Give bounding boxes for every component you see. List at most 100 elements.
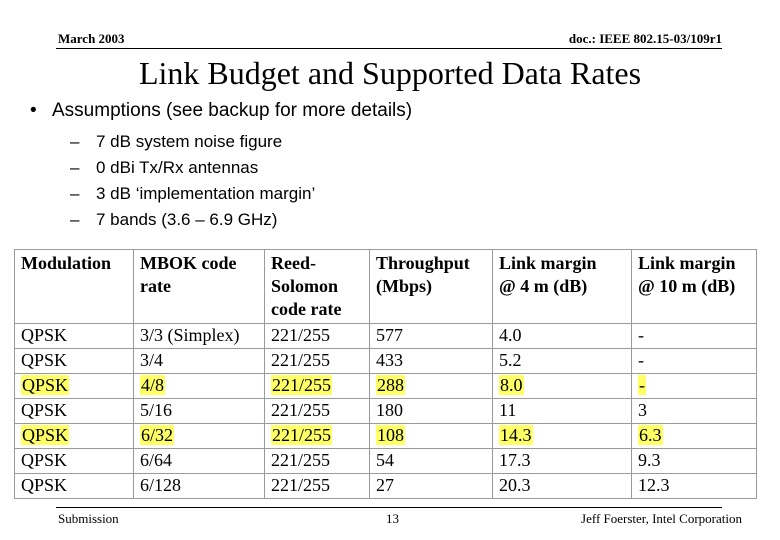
table-cell-value: 221/255	[271, 325, 331, 345]
table-cell: 221/255	[264, 323, 370, 349]
table-row: QPSK 6/64 221/255 54 17.3 9.3	[14, 448, 757, 474]
column-header: MBOK code rate	[133, 249, 265, 324]
table-cell-value: 6/64	[140, 450, 173, 470]
table-cell: 221/255	[264, 423, 370, 449]
table-cell-value: 6/128	[140, 475, 182, 495]
table-row: QPSK 6/32 221/255 108 14.3 6.3	[14, 423, 757, 449]
dash-icon: –	[70, 184, 80, 203]
column-header: Throughput (Mbps)	[369, 249, 493, 324]
list-item: –7 bands (3.6 – 6.9 GHz)	[70, 207, 315, 233]
assumptions-list: –7 dB system noise figure –0 dBi Tx/Rx a…	[70, 129, 315, 233]
table-cell: 17.3	[492, 448, 632, 474]
table-cell-value: QPSK	[21, 375, 70, 395]
column-header-line: @ 10 m (dB)	[638, 276, 736, 296]
table-cell: 6/32	[133, 423, 265, 449]
table-cell: 433	[369, 348, 493, 374]
table-cell: QPSK	[14, 448, 134, 474]
dash-icon: –	[70, 210, 80, 229]
assumptions-bullet: • Assumptions (see backup for more detail…	[30, 100, 412, 122]
table-cell: 3	[631, 398, 757, 424]
table-cell-value: QPSK	[21, 400, 68, 420]
table-cell: 54	[369, 448, 493, 474]
table-cell: 108	[369, 423, 493, 449]
footer-author: Jeff Foerster, Intel Corporation	[581, 511, 742, 526]
column-header-line: Solomon	[271, 276, 339, 296]
table-cell-value: -	[638, 325, 644, 345]
list-item-text: 0 dBi Tx/Rx antennas	[96, 158, 259, 177]
list-item-text: 7 bands (3.6 – 6.9 GHz)	[96, 210, 278, 229]
column-header-line: Link margin	[499, 253, 597, 273]
list-item-text: 3 dB ‘implementation margin’	[96, 184, 316, 203]
table-cell-value: 27	[376, 475, 394, 495]
table-cell: QPSK	[14, 473, 134, 499]
table-cell: 11	[492, 398, 632, 424]
table-cell-value: -	[638, 375, 646, 395]
column-header: Link margin @ 10 m (dB)	[631, 249, 757, 324]
table-cell: 27	[369, 473, 493, 499]
slide-title: Link Budget and Supported Data Rates	[138, 55, 642, 91]
table-cell: 577	[369, 323, 493, 349]
table-row: QPSK 6/128 221/255 27 20.3 12.3	[14, 473, 757, 499]
table-cell-value: QPSK	[21, 475, 68, 495]
column-header-line: Throughput	[376, 253, 470, 273]
table-cell: 288	[369, 373, 493, 399]
table-cell-value: 4.0	[499, 325, 522, 345]
table-cell: QPSK	[14, 398, 134, 424]
table-cell: -	[631, 373, 757, 399]
table-cell-value: 221/255	[271, 350, 331, 370]
table-header-row: Modulation MBOK code rate Reed- Solomon code …	[14, 249, 757, 324]
table-cell-value: 3	[638, 400, 647, 420]
table-cell-value: 9.3	[638, 450, 661, 470]
table-cell-value: 3/4	[140, 350, 164, 370]
column-header-line: (Mbps)	[376, 276, 433, 296]
table-cell: 4/8	[133, 373, 265, 399]
table-cell-value: 6/32	[140, 425, 175, 445]
table-cell-value: QPSK	[21, 450, 68, 470]
list-item: –7 dB system noise figure	[70, 129, 315, 155]
column-header-line: code rate	[271, 299, 342, 319]
table-cell-value: 6.3	[638, 425, 663, 445]
table-cell-value: 11	[499, 400, 517, 420]
table-cell: 8.0	[492, 373, 632, 399]
header-rule	[56, 48, 722, 49]
column-header-line: @ 4 m (dB)	[499, 276, 588, 296]
table-cell: 5/16	[133, 398, 265, 424]
column-header: Link margin @ 4 m (dB)	[492, 249, 632, 324]
table-cell-value: 17.3	[499, 450, 531, 470]
table-cell-value: 8.0	[499, 375, 524, 395]
table-cell: QPSK	[14, 423, 134, 449]
column-header-line: Modulation	[21, 253, 112, 273]
table-cell-value: 12.3	[638, 475, 670, 495]
table-cell: 6/128	[133, 473, 265, 499]
assumptions-heading: Assumptions (see backup for more details…	[52, 100, 413, 121]
table-cell-value: 221/255	[271, 375, 333, 395]
table-row: QPSK 3/3 (Simplex) 221/255 577 4.0 -	[14, 323, 757, 349]
column-header-line: Link margin	[638, 253, 736, 273]
column-header-line: Reed-	[271, 253, 316, 273]
table-cell: 12.3	[631, 473, 757, 499]
table-cell: 14.3	[492, 423, 632, 449]
table-cell-value: 433	[376, 350, 403, 370]
table-cell-value: 577	[376, 325, 403, 345]
table-cell: 180	[369, 398, 493, 424]
table-cell: 5.2	[492, 348, 632, 374]
table-cell: 221/255	[264, 448, 370, 474]
table-cell: -	[631, 323, 757, 349]
table-cell: 6.3	[631, 423, 757, 449]
table-cell-value: 221/255	[271, 450, 331, 470]
table-row: QPSK 3/4 221/255 433 5.2 -	[14, 348, 757, 374]
data-rate-table: Modulation MBOK code rate Reed- Solomon code …	[14, 249, 757, 499]
column-header: Reed- Solomon code rate	[264, 249, 370, 324]
list-item: –0 dBi Tx/Rx antennas	[70, 155, 315, 181]
table-cell: QPSK	[14, 373, 134, 399]
bullet-dot-icon: •	[30, 100, 37, 121]
table-cell: 221/255	[264, 348, 370, 374]
table-cell: 221/255	[264, 398, 370, 424]
table-cell: 221/255	[264, 473, 370, 499]
footer-rule	[56, 507, 722, 508]
table-cell-value: 108	[376, 425, 405, 445]
column-header: Modulation	[14, 249, 134, 324]
table-cell-value: QPSK	[21, 350, 68, 370]
table-cell: 221/255	[264, 373, 370, 399]
table-row: QPSK 4/8 221/255 288 8.0 -	[14, 373, 757, 399]
